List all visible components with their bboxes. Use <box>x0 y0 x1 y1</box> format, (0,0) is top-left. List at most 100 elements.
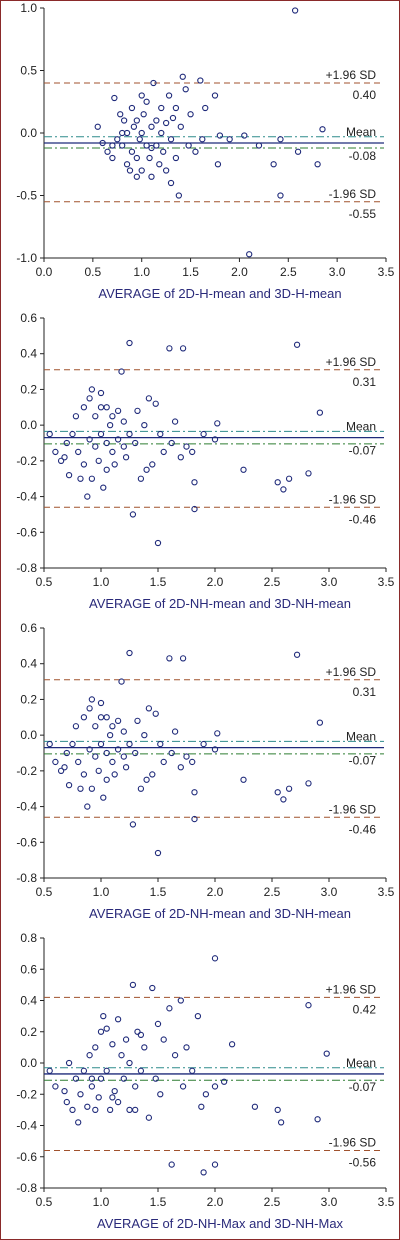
data-point <box>171 1052 179 1059</box>
data-point <box>189 758 196 766</box>
x-tick-label: 1.5 <box>150 885 167 899</box>
lower-sd-value: -0.46 <box>349 822 377 836</box>
data-point <box>65 781 73 789</box>
data-point <box>323 1050 330 1057</box>
data-point <box>274 1106 281 1114</box>
data-point <box>226 136 233 143</box>
data-point <box>86 436 93 443</box>
data-point <box>143 776 150 783</box>
y-tick-label: 0.0 <box>20 418 37 432</box>
y-tick-label: 0.0 <box>20 126 37 140</box>
data-point <box>92 413 99 420</box>
data-point <box>109 142 116 149</box>
y-tick-label: 0.2 <box>20 382 37 396</box>
data-point <box>120 117 128 124</box>
x-tick-label: 2.0 <box>231 265 248 279</box>
y-tick-label: 0.6 <box>20 962 37 976</box>
lower-sd-label: -1.96 SD <box>329 1136 377 1150</box>
data-point <box>86 1052 93 1059</box>
data-point <box>120 418 127 425</box>
data-point <box>177 454 184 461</box>
upper-sd-value: 0.40 <box>353 88 377 102</box>
data-point <box>92 443 99 450</box>
data-point <box>126 167 134 174</box>
chart-svg: -0.8 -0.6 -0.4 -0.2 0.0 0.2 0.4 0.6 0.5 1.0 1.5 2.0… <box>16 311 394 611</box>
y-tick-label: 1.0 <box>20 1 37 15</box>
data-point <box>84 493 91 500</box>
data-point <box>103 776 110 783</box>
x-tick-label: 1.0 <box>133 265 150 279</box>
data-point <box>103 466 110 473</box>
data-point <box>126 1059 133 1067</box>
data-point <box>294 148 302 155</box>
data-point <box>202 104 209 112</box>
data-point <box>88 386 96 393</box>
x-tick-label: 3.5 <box>378 1195 395 1209</box>
data-point <box>211 436 219 443</box>
data-point <box>72 723 80 730</box>
data-point <box>305 780 312 787</box>
data-point <box>114 746 122 753</box>
data-point <box>61 764 68 771</box>
data-point <box>97 430 105 438</box>
upper-sd-value: 0.31 <box>353 685 377 699</box>
data-point <box>92 1106 99 1114</box>
x-tick-label: 3.0 <box>321 575 338 589</box>
data-point <box>293 651 301 658</box>
data-point <box>100 484 107 491</box>
y-tick-label: 0.4 <box>20 657 37 671</box>
data-point <box>172 154 180 162</box>
data-point <box>46 740 53 748</box>
data-point <box>172 104 180 112</box>
data-point <box>179 655 187 662</box>
upper-sd-value: 0.42 <box>353 1002 377 1016</box>
data-point <box>314 1116 321 1123</box>
mean-label: Mean <box>346 1056 376 1070</box>
data-point <box>88 1075 96 1082</box>
data-point <box>280 796 287 803</box>
upper-sd-label: +1.96 SD <box>326 355 377 369</box>
x-tick-label: 0.5 <box>85 265 102 279</box>
data-point <box>152 400 159 407</box>
data-point <box>111 1087 118 1095</box>
data-point <box>88 1083 96 1090</box>
data-point <box>122 1036 130 1043</box>
y-tick-label: 0.0 <box>20 1056 37 1070</box>
data-point <box>149 771 156 778</box>
chart-panel-2: -0.8 -0.6 -0.4 -0.2 0.0 0.2 0.4 0.6 0.5 1.0 1.5 2.0… <box>0 310 400 620</box>
data-point <box>285 785 293 792</box>
data-point <box>123 161 131 168</box>
data-point <box>111 461 118 468</box>
data-point <box>158 129 165 137</box>
y-tick-label: -0.4 <box>16 1119 37 1133</box>
data-point <box>291 7 299 14</box>
data-point <box>134 1028 141 1035</box>
y-tick-label: -0.2 <box>16 454 37 468</box>
data-point <box>114 1016 122 1023</box>
y-tick-label: 0.4 <box>20 347 37 361</box>
data-point <box>200 1169 207 1176</box>
data-point <box>187 111 194 118</box>
data-point <box>63 439 70 447</box>
data-point <box>69 740 76 748</box>
data-point <box>214 730 221 737</box>
data-point <box>171 728 179 735</box>
data-point <box>185 142 192 149</box>
data-point <box>179 345 187 352</box>
data-point <box>109 1094 116 1101</box>
data-point <box>77 1091 84 1098</box>
data-point <box>165 92 173 99</box>
data-point <box>316 719 324 726</box>
data-point <box>103 404 110 411</box>
y-tick-label: -1.0 <box>16 251 37 265</box>
data-point <box>109 154 116 162</box>
lower-sd-value: -0.55 <box>349 207 377 221</box>
x-tick-label: 3.0 <box>321 1195 338 1209</box>
data-point <box>158 104 165 112</box>
y-tick-label: -0.2 <box>16 764 37 778</box>
data-point <box>52 1083 59 1090</box>
data-point <box>103 439 110 447</box>
mean-value: -0.07 <box>349 444 377 458</box>
data-point <box>129 821 137 828</box>
data-point <box>211 1161 219 1168</box>
